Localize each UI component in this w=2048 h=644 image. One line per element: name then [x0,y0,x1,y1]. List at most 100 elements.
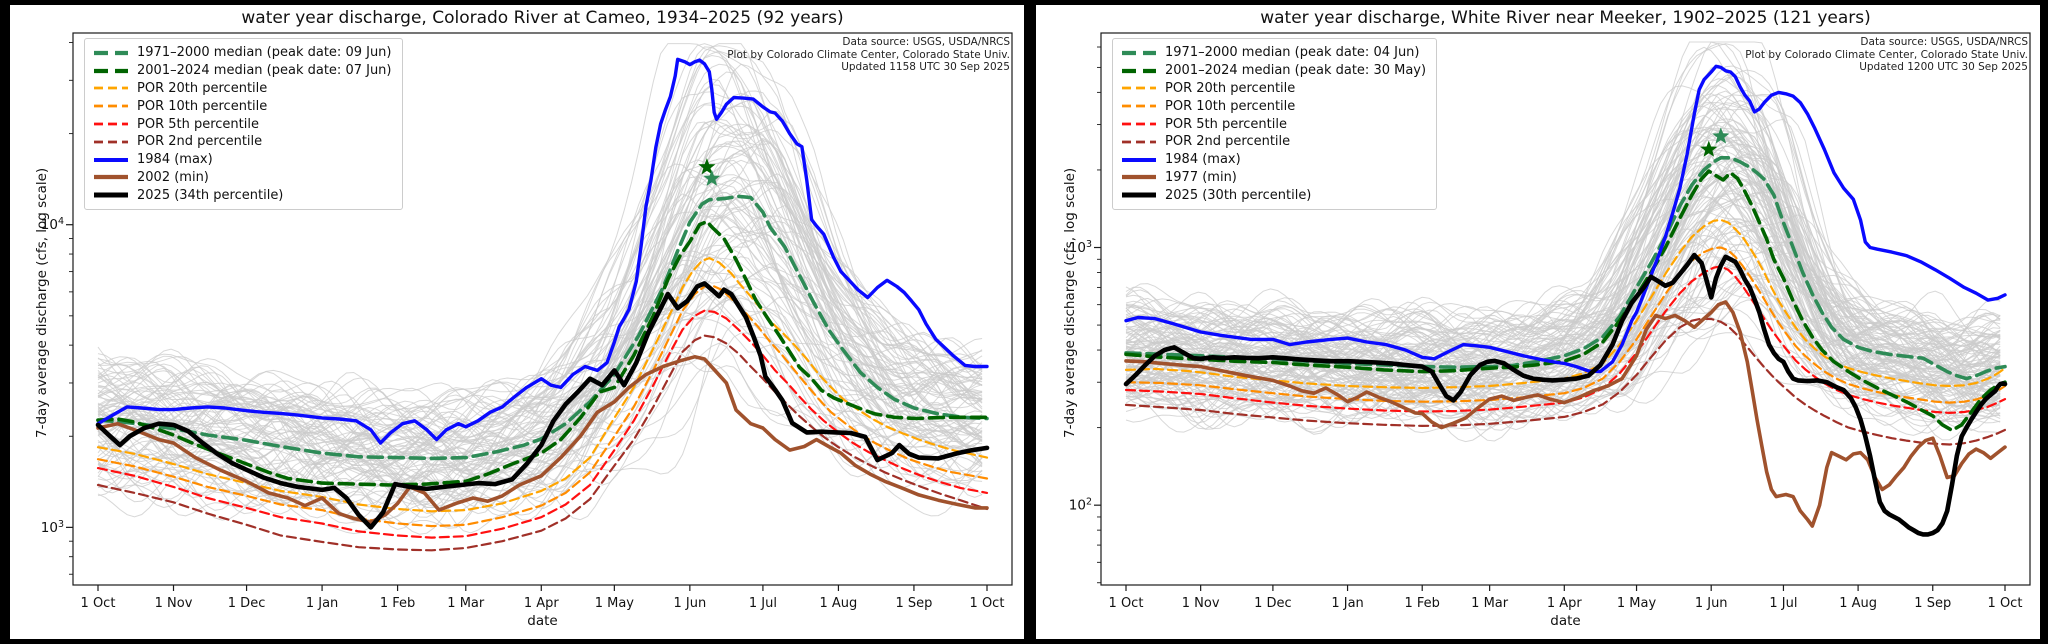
legend-swatch-por-5th [94,122,128,126]
legend-swatch-por-20th [94,87,128,90]
y-axis-label: 7-day average discharge (cfs, log scale) [1062,167,1078,438]
legend-label: POR 10th percentile [137,98,268,114]
series-year-1984-max [96,57,989,445]
legend-swatch-year-2025 [94,192,128,198]
legend-item: POR 10th percentile [93,97,392,115]
y-axis-ticks: 103 104 [41,42,73,575]
series-median-1971-2000 [1124,156,2007,381]
svg-text:1 Oct: 1 Oct [1988,596,2023,611]
legend-swatch-por-10th [94,104,128,108]
annotation-line: Data source: USGS, USDA/NRCS [1860,36,2028,48]
legend-swatch-median-1971-2000 [1122,50,1156,55]
svg-text:1 Jul: 1 Jul [749,596,777,611]
svg-text:104: 104 [41,216,64,233]
legend-item: POR 20th percentile [1121,80,1426,98]
series-por-5th [96,309,989,539]
legend-swatch-por-10th [1122,104,1156,108]
series-year-2025 [1123,252,2008,537]
legend-item: 2002 (min) [93,169,392,187]
legend-item: 1984 (max) [1121,151,1426,169]
svg-text:102: 102 [1069,497,1092,514]
x-axis-label: date [527,613,558,629]
svg-text:1 May: 1 May [1617,596,1657,611]
legend-swatch-median-1971-2000 [94,50,128,55]
legend-swatch-median-2001-2024 [1122,68,1156,73]
svg-text:1 Jan: 1 Jan [306,596,338,611]
legend-label: 2025 (30th percentile) [1165,187,1312,203]
legend-label: POR 10th percentile [1165,98,1296,114]
svg-text:1 Oct: 1 Oct [1109,596,1144,611]
legend-item: 2025 (30th percentile) [1121,186,1426,204]
svg-text:1 Mar: 1 Mar [1471,596,1509,611]
svg-text:1 Mar: 1 Mar [447,596,485,611]
legend-label: 1971–2000 median (peak date: 04 Jun) [1165,45,1420,61]
x-axis-ticks: 1 Oct 1 Nov 1 Dec 1 Jan 1 Feb 1 Mar 1 Apr 1 May… [1109,585,2023,611]
series-median-1971-2000 [96,194,989,461]
legend-swatch-por-20th [1122,87,1156,90]
svg-text:103: 103 [41,519,64,536]
peak-date-star [1700,140,1718,157]
series-por-2nd [96,334,989,552]
annotation-line: Updated 1200 UTC 30 Sep 2025 [1859,61,2028,73]
legend-item: 1977 (min) [1121,169,1426,187]
chart-title: water year discharge, Colorado River at … [241,8,844,28]
legend-label: POR 20th percentile [137,80,268,96]
chart-panel-cameo: 103 104 1 Oct 1 Nov 1 Dec 1 Jan 1 Feb 1 Mar 1 Ap… [10,5,1024,639]
annotation-line: Plot by Colorado Climate Center, Colorad… [1745,48,2028,61]
annotation-line: Data source: USGS, USDA/NRCS [842,36,1010,48]
legend-label: 1984 (max) [1165,152,1241,168]
x-axis-ticks: 1 Oct 1 Nov 1 Dec 1 Jan 1 Feb 1 Mar 1 Apr 1 May… [81,585,1005,611]
svg-text:1 Apr: 1 Apr [1547,596,1583,611]
legend-item: POR 2nd percentile [1121,133,1426,151]
svg-text:1 Jan: 1 Jan [1331,596,1363,611]
x-axis-label: date [1550,613,1581,629]
svg-text:1 Sep: 1 Sep [1914,596,1951,611]
legend-label: POR 5th percentile [1165,116,1287,132]
legend-item: POR 2nd percentile [93,133,392,151]
chart-plot-cameo: 103 104 1 Oct 1 Nov 1 Dec 1 Jan 1 Feb 1 Mar 1 Ap… [41,32,1013,611]
series-por-5th [1124,265,2007,414]
svg-text:1 Oct: 1 Oct [81,596,116,611]
annotation-line: Updated 1158 UTC 30 Sep 2025 [841,61,1010,73]
svg-text:1 Feb: 1 Feb [1405,596,1440,611]
peak-date-star [1712,127,1730,144]
legend-swatch-year-2025 [1122,192,1156,198]
legend-swatch-por-2nd [94,140,128,144]
chart-panel-meeker: 102 103 1 Oct 1 Nov 1 Dec 1 Jan 1 Feb 1 Mar 1 Ap… [1036,5,2040,639]
svg-text:1 Nov: 1 Nov [155,596,193,611]
series-por-20th [1124,218,2007,390]
legend-label: 2002 (min) [137,169,209,185]
legend-swatch-por-5th [1122,122,1156,126]
svg-text:1 Dec: 1 Dec [1254,596,1292,611]
svg-text:1 Oct: 1 Oct [970,596,1005,611]
legend-item: 1971–2000 median (peak date: 09 Jun) [93,44,392,62]
y-axis-ticks: 102 103 [1069,46,1101,584]
legend-label: 1977 (min) [1165,169,1237,185]
annotation-line: Plot by Colorado Climate Center, Colorad… [727,48,1010,61]
legend-label: POR 20th percentile [1165,80,1296,96]
legend-swatch-year-2002-min [94,175,128,180]
legend-item: 2001–2024 median (peak date: 30 May) [1121,62,1426,80]
legend-label: 1984 (max) [137,152,213,168]
data-source-note: Data source: USGS, USDA/NRCS Plot by Col… [727,36,1010,74]
svg-text:1 Nov: 1 Nov [1182,596,1220,611]
legend-swatch-year-1984-max [94,157,128,162]
series-year-2025 [95,281,990,530]
legend-item: POR 5th percentile [93,115,392,133]
series-year-2002-min [96,354,989,525]
legend-swatch-por-2nd [1122,140,1156,144]
peak-date-star [698,158,716,175]
legend-label: 2001–2024 median (peak date: 07 Jun) [137,63,392,79]
svg-text:1 Jun: 1 Jun [673,596,706,611]
series-year-1977-min [1124,300,2007,528]
svg-text:1 Feb: 1 Feb [380,596,415,611]
svg-text:1 Apr: 1 Apr [524,596,560,611]
series-por-10th [1124,246,2007,404]
legend-label: POR 2nd percentile [137,134,263,150]
legend-swatch-median-2001-2024 [94,68,128,73]
svg-text:1 Aug: 1 Aug [1839,596,1877,611]
series-median-2001-2024 [1124,169,2007,433]
svg-text:103: 103 [1069,239,1092,256]
legend-swatch-year-1984-max [1122,157,1156,162]
legend-label: 2025 (34th percentile) [137,187,284,203]
